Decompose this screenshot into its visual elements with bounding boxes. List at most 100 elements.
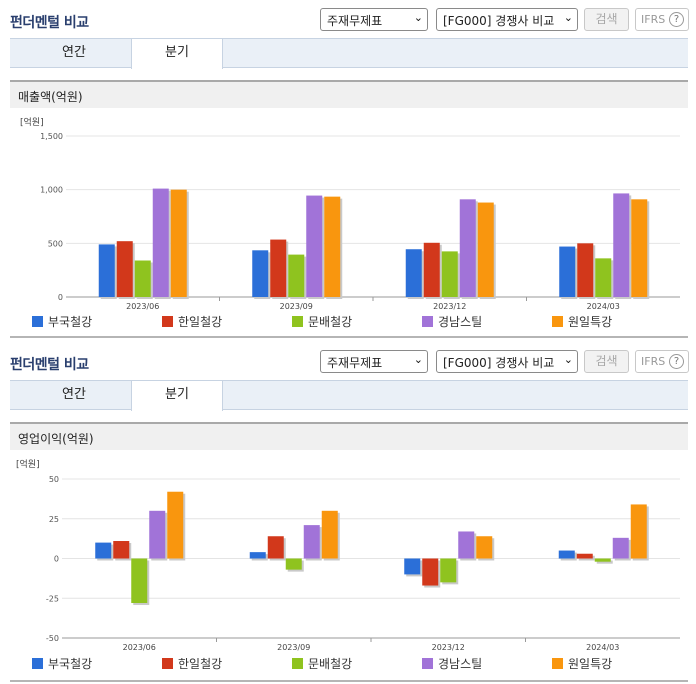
statement-select[interactable]: 주재무제표 ⌄ <box>320 8 428 31</box>
legend-item[interactable]: 경남스틸 <box>422 313 482 330</box>
metric-header: 영업이익(억원) <box>10 422 688 450</box>
legend-label: 한일철강 <box>178 315 223 329</box>
bar <box>134 260 151 297</box>
bar <box>249 552 266 559</box>
statement-select-value: 주재무제표 <box>327 356 383 370</box>
section-header: 펀더멘털 비교 주재무제표 ⌄ [FG000] 경쟁사 비교 ⌄ 검색 IFRS… <box>0 342 696 380</box>
tab-annual[interactable]: 연간 <box>62 45 86 60</box>
y-tick-label: 0 <box>54 555 59 564</box>
legend-item[interactable]: 부국철강 <box>32 313 92 330</box>
legend-swatch <box>32 658 43 669</box>
bar <box>558 550 575 559</box>
bar <box>98 244 115 297</box>
tab-quarter[interactable]: 분기 <box>131 381 223 411</box>
bar <box>270 239 287 297</box>
bar <box>306 195 323 297</box>
compare-select-value: [FG000] 경쟁사 비교 <box>443 14 555 28</box>
bar <box>630 504 647 559</box>
section-divider <box>10 680 688 682</box>
operating-profit-bar-chart: [억원] -50 -25 0 25 50 2023/06 2023/09 2023/12 2024… <box>16 458 680 652</box>
y-tick-label: -25 <box>46 594 59 603</box>
legend-swatch <box>32 316 43 327</box>
compare-select[interactable]: [FG000] 경쟁사 비교 ⌄ <box>436 350 578 373</box>
bar <box>116 241 133 297</box>
legend-label: 한일철강 <box>178 657 223 671</box>
fundamental-compare-section: 펀더멘털 비교 주재무제표 ⌄ [FG000] 경쟁사 비교 ⌄ 검색 IFRS… <box>0 342 696 684</box>
legend-item[interactable]: 문배철강 <box>292 313 352 330</box>
bar <box>288 254 305 297</box>
legend-label: 경남스틸 <box>438 657 483 671</box>
search-button[interactable]: 검색 <box>584 8 629 31</box>
bar <box>459 199 476 297</box>
bar <box>477 202 494 297</box>
bar <box>423 242 440 297</box>
question-circle-icon[interactable]: ? <box>669 12 684 27</box>
bar <box>476 536 493 559</box>
x-tick-label: 2023/09 <box>280 302 313 311</box>
section-title: 펀더멘털 비교 <box>10 357 89 373</box>
bar <box>595 258 612 297</box>
section-divider <box>10 336 688 338</box>
bar <box>404 558 421 575</box>
bar <box>405 249 422 297</box>
x-tick-label: 2023/06 <box>123 643 156 652</box>
bar <box>285 558 302 570</box>
chart-legend: 부국철강 한일철강 문배철강 경남스틸 원일특강 <box>32 655 672 671</box>
legend-label: 원일특강 <box>568 657 613 671</box>
bar <box>267 536 284 559</box>
legend-item[interactable]: 한일철강 <box>162 313 222 330</box>
legend-swatch <box>552 316 563 327</box>
bar <box>458 531 475 559</box>
bar <box>152 188 169 297</box>
legend-item[interactable]: 부국철강 <box>32 655 92 672</box>
y-tick-label: -50 <box>46 634 59 643</box>
y-tick-label: 1,000 <box>40 186 63 195</box>
period-tabs: 연간 분기 <box>10 380 688 411</box>
bar <box>422 558 439 586</box>
bar <box>131 558 148 604</box>
legend-label: 문배철강 <box>308 657 353 671</box>
bar <box>612 537 629 559</box>
metric-header: 매출액(억원) <box>10 80 688 108</box>
legend-item[interactable]: 원일특강 <box>552 655 612 672</box>
section-header: 펀더멘털 비교 주재무제표 ⌄ [FG000] 경쟁사 비교 ⌄ 검색 IFRS… <box>0 0 696 38</box>
bar <box>303 525 320 559</box>
x-tick-label: 2023/12 <box>432 643 465 652</box>
x-tick-label: 2024/03 <box>587 302 620 311</box>
chevron-down-icon: ⌄ <box>413 353 423 366</box>
compare-select[interactable]: [FG000] 경쟁사 비교 ⌄ <box>436 8 578 31</box>
legend-label: 원일특강 <box>568 315 613 329</box>
legend-item[interactable]: 문배철강 <box>292 655 352 672</box>
statement-select[interactable]: 주재무제표 ⌄ <box>320 350 428 373</box>
bar <box>252 250 269 297</box>
legend-swatch <box>422 658 433 669</box>
legend-label: 경남스틸 <box>438 315 483 329</box>
search-button[interactable]: 검색 <box>584 350 629 373</box>
ifrs-label: IFRS <box>641 355 666 368</box>
legend-swatch <box>162 658 173 669</box>
revenue-bar-chart: [억원] 0 500 1,000 1,500 2023/06 2023/09 2023/12 2… <box>20 116 680 311</box>
statement-select-value: 주재무제표 <box>327 14 383 28</box>
legend-swatch <box>552 658 563 669</box>
question-circle-icon[interactable]: ? <box>669 354 684 369</box>
bar <box>594 558 611 562</box>
ifrs-label: IFRS <box>641 13 666 26</box>
tab-annual[interactable]: 연간 <box>62 387 86 402</box>
y-tick-label: 25 <box>49 515 59 524</box>
legend-item[interactable]: 원일특강 <box>552 313 612 330</box>
bar <box>321 510 338 559</box>
tab-quarter[interactable]: 분기 <box>131 39 223 69</box>
legend-item[interactable]: 한일철강 <box>162 655 222 672</box>
bar <box>577 243 594 297</box>
ifrs-button[interactable]: IFRS ? <box>635 350 689 373</box>
x-tick-label: 2023/06 <box>126 302 159 311</box>
period-tabs: 연간 분기 <box>10 38 688 69</box>
chevron-down-icon: ⌄ <box>413 11 423 24</box>
legend-item[interactable]: 경남스틸 <box>422 655 482 672</box>
metric-title: 영업이익(억원) <box>18 432 94 446</box>
ifrs-button[interactable]: IFRS ? <box>635 8 689 31</box>
y-tick-label: 500 <box>48 239 63 248</box>
bar <box>113 541 130 559</box>
y-tick-label: 50 <box>49 475 59 484</box>
bar <box>613 193 630 297</box>
